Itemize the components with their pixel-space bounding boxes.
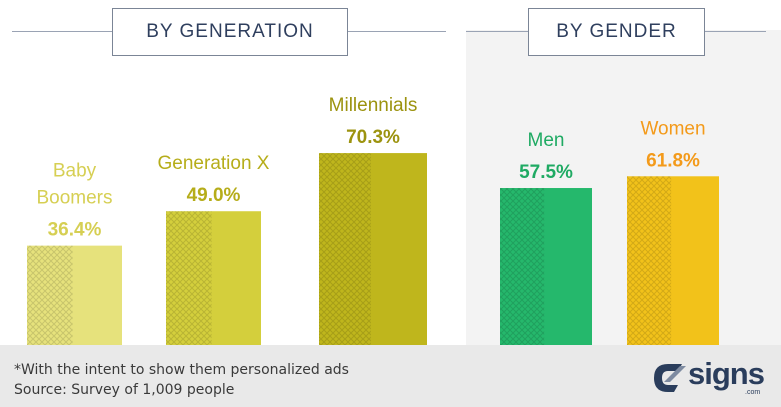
generation-header: BY GENERATION xyxy=(112,8,348,56)
header-rule-left xyxy=(12,31,112,32)
category-label-women: Women xyxy=(640,118,705,139)
bar-pattern-women xyxy=(627,176,672,345)
signs-logo-icon xyxy=(654,364,686,392)
value-label-baby-boomers: 36.4% xyxy=(48,220,102,241)
footer: *With the intent to show them personaliz… xyxy=(0,345,781,407)
header-rule-gender-right xyxy=(704,31,766,32)
gender-header: BY GENDER xyxy=(528,8,705,56)
value-label-millennials: 70.3% xyxy=(346,127,400,148)
logo-wordmark: signs xyxy=(688,356,765,391)
value-label-men: 57.5% xyxy=(519,162,573,183)
value-label-generation-x: 49.0% xyxy=(187,185,241,206)
footnote: *With the intent to show them personaliz… xyxy=(14,362,349,378)
value-label-women: 61.8% xyxy=(646,150,700,171)
bar-pattern-generation-x xyxy=(166,211,212,345)
header-rule-gender-left xyxy=(466,31,528,32)
source-note: Source: Survey of 1,009 people xyxy=(14,382,235,398)
category-label-millennials: Millennials xyxy=(329,95,418,116)
bar-pattern-millennials xyxy=(319,153,371,345)
category-label-baby-boomers: Baby xyxy=(53,161,97,182)
bar-pattern-baby-boomers xyxy=(27,245,73,345)
logo-suffix: .com xyxy=(745,389,761,396)
bar-pattern-men xyxy=(500,188,545,345)
category-label-generation-x: Generation X xyxy=(158,153,270,174)
header-rule-mid xyxy=(348,31,446,32)
category-label-baby-boomers: Boomers xyxy=(36,188,112,209)
category-label-men: Men xyxy=(528,130,565,151)
